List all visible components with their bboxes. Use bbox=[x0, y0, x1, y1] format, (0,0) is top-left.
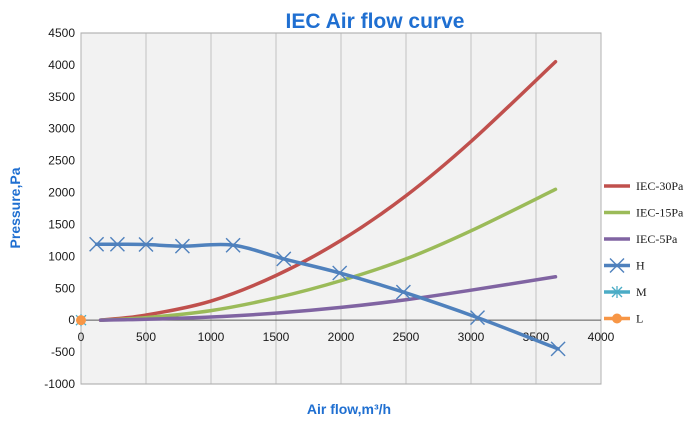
y-tick-label-500: 500 bbox=[55, 281, 75, 295]
x-axis-ticks: 0 500 1000 1500 2000 2500 3000 3500 4000 bbox=[78, 330, 615, 344]
y-tick-label-2000: 2000 bbox=[48, 186, 75, 200]
y-tick-label-2500: 2500 bbox=[48, 154, 75, 168]
legend-label-iec-30pa: IEC-30Pa bbox=[636, 179, 684, 193]
series-point-h-8 bbox=[470, 310, 485, 326]
y-tick-label-1500: 1500 bbox=[48, 217, 75, 231]
gridlines bbox=[80, 33, 602, 384]
series-point-h-0 bbox=[89, 236, 105, 252]
series-line-iec-5pa bbox=[98, 275, 558, 322]
series-lines bbox=[94, 59, 560, 351]
series-point-h-1 bbox=[109, 236, 125, 252]
series-point-h-7-stroke-b bbox=[395, 284, 411, 300]
series-line-iec-15pa bbox=[98, 187, 558, 322]
y-tick-label-0: 0 bbox=[68, 313, 75, 327]
series-point-h-9 bbox=[550, 341, 566, 357]
legend-marker-m bbox=[611, 286, 623, 298]
series-point-h-6-stroke-b bbox=[332, 265, 348, 281]
series-point-h-7 bbox=[395, 284, 411, 300]
y-tick-label-4000: 4000 bbox=[48, 58, 75, 72]
y-tick-label-3500: 3500 bbox=[48, 90, 75, 104]
y-tick-label--1000: -1000 bbox=[44, 377, 75, 391]
series-markers bbox=[75, 236, 566, 357]
series-point-h-9-stroke-b bbox=[550, 341, 566, 357]
series-point-h-5-stroke-b bbox=[276, 251, 292, 267]
series-point-h-4 bbox=[225, 237, 241, 253]
series-line-h bbox=[94, 242, 560, 351]
x-tick-label-0: 0 bbox=[78, 330, 85, 344]
x-tick-label-1500: 1500 bbox=[263, 330, 290, 344]
x-tick-label-500: 500 bbox=[136, 330, 156, 344]
series-point-h-3 bbox=[174, 238, 190, 254]
x-tick-label-2500: 2500 bbox=[393, 330, 420, 344]
legend-label-iec-15pa: IEC-15Pa bbox=[636, 206, 684, 220]
series-point-h-5 bbox=[276, 251, 292, 267]
legend-label-h: H bbox=[636, 259, 645, 273]
y-tick-label--500: -500 bbox=[51, 345, 75, 359]
series-point-h-8-stroke-b bbox=[470, 310, 485, 326]
series-point-h-3-stroke-b bbox=[174, 238, 190, 254]
series-point-h-2 bbox=[138, 237, 154, 253]
x-tick-label-3000: 3000 bbox=[458, 330, 485, 344]
series-point-h-0-stroke-b bbox=[89, 236, 105, 252]
series-point-l-0 bbox=[76, 315, 86, 326]
x-tick-label-3500: 3500 bbox=[523, 330, 550, 344]
y-tick-label-3000: 3000 bbox=[48, 122, 75, 136]
legend-marker-h bbox=[609, 258, 625, 273]
x-tick-label-2000: 2000 bbox=[328, 330, 355, 344]
legend-label-m: M bbox=[636, 285, 647, 299]
legend: IEC-30Pa IEC-15Pa IEC-5Pa HML bbox=[604, 179, 684, 326]
series-point-h-4-stroke-b bbox=[225, 237, 241, 253]
legend-label-iec-5pa: IEC-5Pa bbox=[636, 232, 678, 246]
chart-title: IEC Air flow curve bbox=[286, 10, 465, 33]
legend-marker-h-stroke-b bbox=[609, 258, 625, 273]
y-axis-ticks: -1000 -500 0 500 1000 1500 2000 2500 3000 3500 400… bbox=[44, 26, 75, 391]
y-tick-label-1000: 1000 bbox=[48, 249, 75, 263]
series-point-h-2-stroke-b bbox=[138, 237, 154, 253]
legend-label-l: L bbox=[636, 312, 643, 326]
x-tick-label-1000: 1000 bbox=[198, 330, 225, 344]
x-tick-label-4000: 4000 bbox=[588, 330, 615, 344]
y-tick-label-4500: 4500 bbox=[48, 26, 75, 40]
series-point-h-1-stroke-b bbox=[109, 236, 125, 252]
x-axis-title: Air flow,m³/h bbox=[307, 401, 391, 417]
y-axis-title: Pressure,Pa bbox=[7, 167, 23, 248]
series-line-iec-30pa bbox=[98, 59, 558, 322]
series-point-h-6 bbox=[332, 265, 348, 281]
legend-marker-l bbox=[612, 313, 622, 324]
